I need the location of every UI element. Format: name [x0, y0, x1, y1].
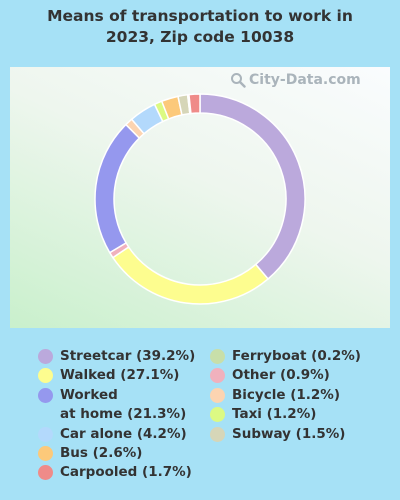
watermark-text: City-Data.com — [249, 72, 361, 88]
donut-slice-10 — [188, 93, 201, 115]
legend-label-line1: Taxi (1.2%) — [232, 406, 317, 423]
legend-label-line1: Walked (27.1%) — [60, 367, 180, 384]
legend-label: Subway (1.5%) — [232, 425, 345, 444]
legend-label-line1: Bicycle (1.2%) — [232, 386, 340, 403]
legend-swatch — [38, 465, 53, 481]
donut-chart — [94, 93, 306, 305]
legend-swatch — [38, 368, 53, 384]
legend-swatch — [38, 426, 53, 442]
legend-label-line1: Carpooled (1.7%) — [60, 464, 192, 481]
donut-slice-0 — [199, 93, 306, 281]
legend-label-line2: at home (21.3%) — [60, 405, 187, 422]
legend-label: Carpooled (1.7%) — [60, 463, 192, 482]
legend-swatch — [38, 387, 53, 403]
legend-label: Streetcar (39.2%) — [60, 347, 195, 366]
legend-label: Worked at home (21.3%) — [60, 386, 186, 424]
legend-label-line1: Ferryboat (0.2%) — [232, 348, 361, 364]
chart-title: Means of transportation to work in 2023,… — [0, 6, 400, 48]
chart-title-line1: Means of transportation to work in — [47, 7, 353, 25]
legend-label-line1: Subway (1.5%) — [232, 425, 346, 442]
legend-label: Car alone (4.2%) — [60, 425, 187, 444]
magnifier-icon — [231, 73, 246, 88]
chart-title-line2: 2023, Zip code 10038 — [105, 28, 295, 46]
legend-label: Other (0.9%) — [232, 366, 330, 385]
legend-swatch — [210, 407, 225, 423]
legend-swatch — [210, 349, 225, 364]
legend-label: Bicycle (1.2%) — [232, 386, 340, 405]
legend-label: Taxi (1.2%) — [232, 405, 316, 424]
legend-label: Walked (27.1%) — [60, 366, 179, 385]
donut-slice-3 — [94, 123, 141, 254]
legend-label-line1: Other (0.9%) — [232, 367, 330, 384]
legend-swatch — [210, 387, 225, 403]
legend-label: Ferryboat (0.2%) — [232, 347, 361, 366]
legend-label-line1: Streetcar (39.2%) — [60, 348, 196, 364]
legend-label-line1: Worked — [60, 386, 118, 403]
legend-label: Bus (2.6%) — [60, 444, 142, 463]
donut-slice-1 — [111, 245, 270, 305]
legend-swatch — [210, 426, 225, 442]
legend-swatch — [210, 368, 225, 384]
legend-swatch — [38, 349, 53, 364]
legend-swatch — [38, 446, 53, 461]
legend-label-line1: Car alone (4.2%) — [60, 425, 187, 442]
legend-label-line1: Bus (2.6%) — [60, 445, 143, 461]
watermark: City-Data.com — [230, 72, 361, 88]
